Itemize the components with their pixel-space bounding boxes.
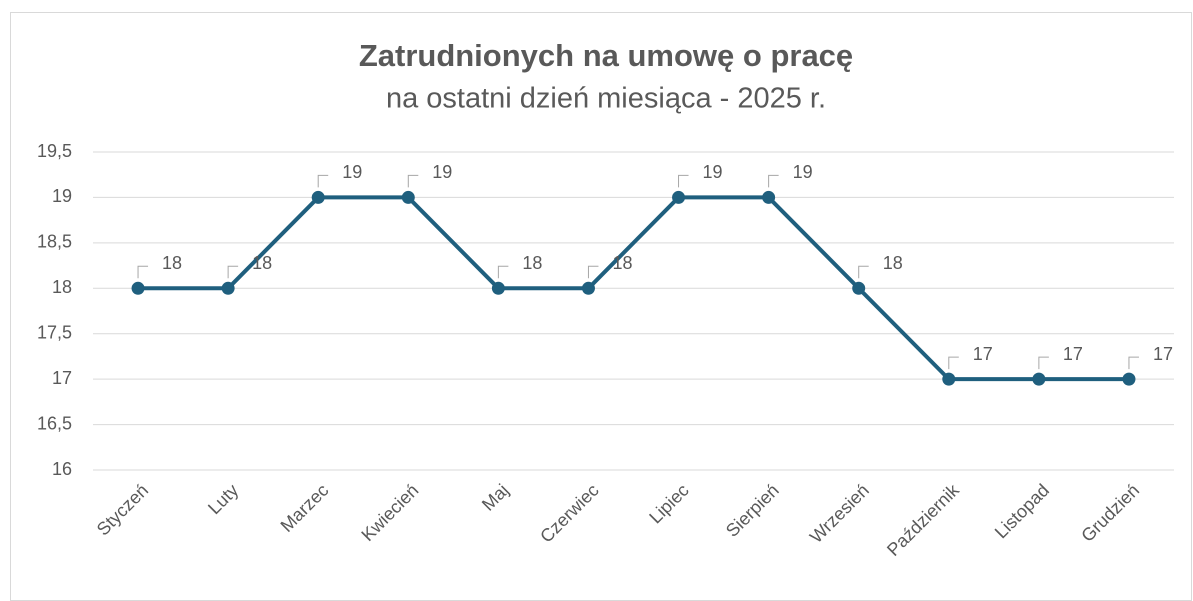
data-label: 17 — [973, 344, 993, 364]
label-leader — [678, 174, 689, 188]
y-tick-label: 18 — [52, 277, 72, 297]
label-leader — [1038, 356, 1049, 370]
y-tick-label: 19 — [52, 186, 72, 206]
data-label: 19 — [703, 162, 723, 182]
y-tick-label: 16,5 — [37, 413, 72, 433]
y-tick-label: 17 — [52, 368, 72, 388]
data-label: 17 — [1153, 344, 1173, 364]
data-point — [762, 190, 776, 204]
data-label: 18 — [162, 253, 182, 273]
label-leader — [587, 265, 599, 279]
y-tick-label: 17,5 — [37, 322, 72, 342]
data-line — [138, 195, 1129, 382]
chart-subtitle: na ostatni dzień miesiąca - 2025 r. — [386, 83, 826, 115]
chart-border — [10, 12, 1192, 601]
y-tick-label: 18,5 — [37, 232, 72, 252]
data-point — [221, 281, 235, 295]
label-leader — [137, 265, 149, 279]
data-label: 17 — [1063, 344, 1083, 364]
data-label: 18 — [612, 253, 632, 273]
data-point — [491, 281, 505, 295]
label-leader — [227, 265, 239, 279]
data-label: 19 — [342, 162, 362, 182]
data-point — [942, 372, 956, 386]
data-label: 19 — [793, 162, 813, 182]
data-point — [1122, 372, 1136, 386]
data-label: 18 — [883, 253, 903, 273]
data-point — [401, 190, 415, 204]
data-label: 18 — [522, 253, 542, 273]
label-leader — [948, 356, 959, 370]
chart-title: Zatrudnionych na umowę o pracę — [359, 38, 853, 73]
label-leader — [407, 174, 419, 188]
label-leader — [768, 174, 779, 188]
y-tick-label: 16 — [52, 459, 72, 479]
data-point — [672, 190, 686, 204]
data-point — [311, 190, 325, 204]
data-point — [1032, 372, 1046, 386]
data-label: 19 — [432, 162, 452, 182]
data-label: 18 — [252, 253, 272, 273]
data-point — [131, 281, 145, 295]
label-leader — [317, 174, 329, 188]
data-point — [852, 281, 866, 295]
label-leader — [497, 265, 509, 279]
label-leader — [858, 265, 869, 279]
data-point — [581, 281, 595, 295]
label-leader — [1128, 356, 1139, 370]
y-tick-label: 19,5 — [37, 141, 72, 161]
